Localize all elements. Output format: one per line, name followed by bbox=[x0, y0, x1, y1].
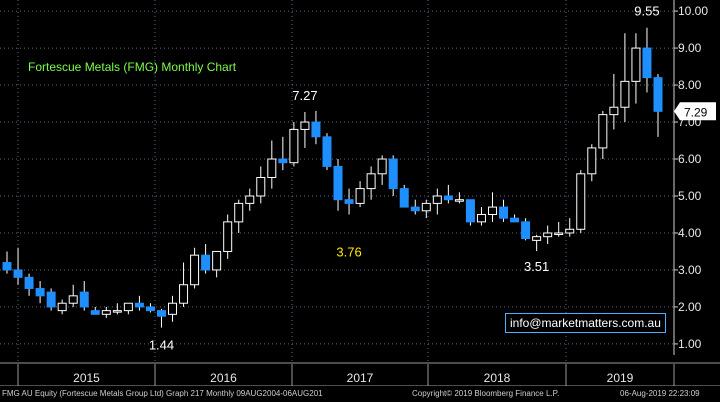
candle-up bbox=[476, 213, 486, 223]
candle-up bbox=[123, 302, 133, 312]
y-tick-label: 1.00 bbox=[678, 337, 702, 351]
candle-down bbox=[521, 221, 531, 240]
candle-down bbox=[156, 310, 166, 317]
candle-down bbox=[510, 217, 520, 223]
candle-up bbox=[487, 206, 497, 215]
candle-down bbox=[79, 291, 89, 308]
y-tick-label: 5.00 bbox=[678, 189, 702, 203]
candle-down bbox=[465, 199, 475, 223]
candle-down bbox=[145, 306, 155, 312]
y-tick-label: 9.00 bbox=[678, 41, 702, 55]
candle-down bbox=[90, 310, 100, 315]
candle-up bbox=[576, 173, 586, 230]
footer-security: FMG AU Equity (Fortescue Metals Group Lt… bbox=[2, 389, 323, 398]
candle-up bbox=[168, 302, 178, 315]
y-tick-label: 6.00 bbox=[678, 152, 702, 166]
y-tick-label: 2.00 bbox=[678, 300, 702, 314]
y-tick-label: 4.00 bbox=[678, 226, 702, 240]
candle-up bbox=[212, 250, 222, 271]
footer-copyright: Copyright© 2019 Bloomberg Finance L.P. bbox=[412, 389, 560, 398]
candle-down bbox=[46, 291, 56, 308]
x-year-label: 2016 bbox=[210, 371, 237, 385]
candle-up bbox=[620, 80, 630, 108]
y-tick-label: 10.00 bbox=[678, 4, 708, 18]
candle-down bbox=[388, 158, 398, 190]
candle-down bbox=[278, 158, 288, 164]
price-annotation: 7.27 bbox=[292, 88, 317, 103]
candle-down bbox=[443, 195, 453, 201]
candle-down bbox=[499, 206, 509, 219]
last-price-marker: 7.29 bbox=[674, 102, 716, 121]
last-price-label: 7.29 bbox=[684, 105, 708, 119]
candle-up bbox=[532, 236, 542, 241]
candle-up bbox=[101, 310, 111, 315]
candle-up bbox=[631, 47, 641, 82]
candle-down bbox=[311, 121, 321, 138]
candle-up bbox=[598, 114, 608, 149]
price-annotation: 3.76 bbox=[336, 244, 361, 259]
candle-up bbox=[68, 295, 78, 304]
candle-up bbox=[245, 195, 255, 204]
x-year-label: 2018 bbox=[484, 371, 511, 385]
price-annotation: 3.51 bbox=[524, 259, 549, 274]
price-annotation: 1.44 bbox=[149, 338, 174, 353]
candle-up bbox=[432, 195, 442, 204]
last-price-tag bbox=[674, 102, 716, 121]
x-year-label: 2017 bbox=[347, 371, 374, 385]
candle-up bbox=[234, 202, 244, 223]
candle-down bbox=[35, 287, 45, 297]
candle-down bbox=[13, 269, 23, 278]
candle-down bbox=[410, 206, 420, 212]
candle-up bbox=[190, 254, 200, 286]
candle-up bbox=[57, 302, 67, 312]
price-chart: 1.002.003.004.005.006.007.008.009.0010.0… bbox=[0, 0, 720, 386]
candle-up bbox=[587, 147, 597, 175]
chart-title: Fortescue Metals (FMG) Monthly Chart bbox=[28, 60, 237, 74]
candle-up bbox=[543, 232, 553, 238]
candle-up bbox=[355, 188, 365, 204]
candle-up bbox=[377, 158, 387, 175]
candle-down bbox=[344, 199, 354, 204]
candle-down bbox=[399, 188, 409, 208]
y-tick-label: 3.00 bbox=[678, 263, 702, 277]
annotations: 1.44 7.27 3.76 3.51 9.55 bbox=[149, 4, 660, 353]
candle-up bbox=[300, 121, 310, 130]
candles bbox=[2, 27, 663, 328]
candle-down bbox=[2, 262, 12, 271]
candle-down bbox=[653, 77, 663, 112]
candle-up bbox=[421, 202, 431, 212]
candle-up bbox=[112, 310, 122, 313]
contact-badge: info@marketmatters.com.au bbox=[505, 313, 666, 333]
candle-down bbox=[134, 302, 144, 308]
candle-down bbox=[24, 276, 34, 289]
candle-down bbox=[642, 47, 652, 79]
candle-up bbox=[289, 128, 299, 164]
y-axis: 1.002.003.004.005.006.007.008.009.0010.0… bbox=[673, 0, 708, 355]
candle-down bbox=[322, 136, 332, 167]
candle-up bbox=[223, 221, 233, 252]
candle-up bbox=[554, 232, 564, 235]
x-year-label: 2019 bbox=[607, 371, 634, 385]
candle-down bbox=[201, 254, 211, 271]
price-annotation: 9.55 bbox=[634, 4, 659, 19]
x-axis: 2015 2016 2017 2018 2019 bbox=[0, 362, 720, 386]
candle-up bbox=[256, 177, 266, 197]
candle-up bbox=[565, 228, 575, 234]
candle-up bbox=[609, 106, 619, 116]
candle-down bbox=[333, 165, 343, 201]
candle-up bbox=[179, 284, 189, 304]
footer-timestamp: 06-Aug-2019 22:23:09 bbox=[620, 389, 700, 398]
candle-up bbox=[267, 158, 277, 179]
x-year-label: 2015 bbox=[73, 371, 100, 385]
candle-up bbox=[366, 173, 376, 190]
footer-bar: FMG AU Equity (Fortescue Metals Group Lt… bbox=[0, 386, 720, 402]
y-tick-label: 8.00 bbox=[678, 78, 702, 92]
candle-up bbox=[454, 199, 464, 202]
